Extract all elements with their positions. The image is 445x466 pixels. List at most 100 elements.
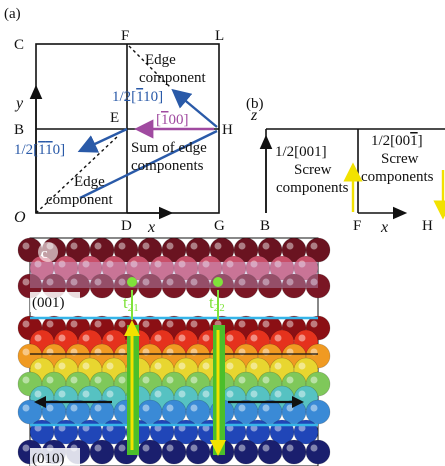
atom-highlight — [142, 278, 150, 286]
atom — [305, 439, 331, 465]
vector-down-arrow — [77, 127, 128, 153]
atom — [161, 439, 187, 465]
label-t22: t22 — [209, 293, 225, 314]
atom-highlight — [238, 320, 246, 328]
axis-x-label: x — [147, 219, 155, 236]
label-sum-1: Sum of edge — [131, 140, 207, 156]
vector-down-line — [79, 129, 218, 200]
atom-highlight — [166, 376, 174, 384]
screw-right-line-2: components — [361, 169, 434, 185]
atom-highlight — [262, 242, 270, 250]
atom-highlight — [238, 404, 246, 412]
atom-highlight — [262, 376, 270, 384]
panel-b-point-B: B — [260, 218, 270, 234]
atom-highlight — [166, 404, 174, 412]
atom-highlight — [286, 404, 294, 412]
atom-highlight — [94, 242, 102, 250]
label-t21: t21 — [123, 293, 139, 314]
atom-highlight — [250, 362, 258, 370]
plane-top-bg — [30, 292, 80, 312]
atom-highlight — [178, 334, 186, 342]
panel-b-axis-x-label: x — [380, 219, 388, 236]
atom-highlight — [70, 278, 78, 286]
point-F: F — [121, 28, 129, 44]
atom-highlight — [226, 390, 234, 398]
atom-highlight — [82, 260, 90, 268]
label-sum-2: components — [131, 158, 204, 174]
arrowhead-left — [34, 396, 46, 408]
atom — [305, 273, 331, 299]
atom-highlight — [106, 362, 114, 370]
point-O: O — [14, 209, 26, 226]
atom — [293, 255, 319, 281]
screw-left-vector: 1/2[001] — [275, 144, 327, 160]
point-L: L — [215, 28, 224, 44]
atom-highlight — [310, 444, 318, 452]
atom-highlight — [154, 390, 162, 398]
atom — [137, 439, 163, 465]
atom-highlight — [250, 260, 258, 268]
atom-highlight — [238, 278, 246, 286]
atom — [89, 439, 115, 465]
atom-highlight — [202, 362, 210, 370]
atom-highlight — [154, 334, 162, 342]
atom — [185, 439, 211, 465]
atom-highlight — [298, 334, 306, 342]
atom-highlight — [34, 260, 42, 268]
panel-b: (b) z x B F H 1/2[001] Screw components … — [246, 96, 445, 236]
atom-highlight — [214, 242, 222, 250]
atom-highlight — [190, 278, 198, 286]
atom-highlight — [22, 320, 30, 328]
axis-z-label: z — [250, 107, 258, 124]
atom-highlight — [70, 320, 78, 328]
atom-highlight — [118, 278, 126, 286]
atom-highlight — [190, 404, 198, 412]
point-D: D — [121, 218, 132, 234]
atom-highlight — [274, 390, 282, 398]
atom-highlight — [262, 320, 270, 328]
atom-highlight — [190, 376, 198, 384]
atom-highlight — [130, 260, 138, 268]
plane-bottom-label: (010) — [32, 451, 65, 466]
panel-c: c (001) (010) t21 t22 — [17, 237, 331, 466]
screw-left-line-2: components — [276, 180, 349, 196]
label-edge-top-2: component — [139, 70, 206, 86]
atom-highlight — [22, 404, 30, 412]
node-t21 — [127, 277, 137, 287]
point-G: G — [214, 218, 225, 234]
atom — [233, 439, 259, 465]
atom-highlight — [46, 404, 54, 412]
point-H: H — [222, 122, 233, 138]
atom-highlight — [82, 334, 90, 342]
atom — [257, 439, 283, 465]
atom-highlight — [226, 362, 234, 370]
atom-highlight — [166, 320, 174, 328]
atom-highlight — [106, 260, 114, 268]
atom-highlight — [142, 444, 150, 452]
atom-highlight — [274, 260, 282, 268]
label-vector-up: 1/2[110] — [112, 89, 163, 105]
atom-highlight — [118, 404, 126, 412]
atom-highlight — [46, 376, 54, 384]
atom-highlight — [142, 376, 150, 384]
point-E: E — [110, 110, 119, 126]
atom-highlight — [34, 362, 42, 370]
atom-highlight — [250, 334, 258, 342]
atom-highlight — [82, 390, 90, 398]
atom-highlight — [286, 320, 294, 328]
atom-highlight — [142, 320, 150, 328]
atom-highlight — [58, 334, 66, 342]
atom-highlight — [154, 362, 162, 370]
atom-highlight — [22, 444, 30, 452]
arrowhead-right — [292, 396, 304, 408]
atom-highlight — [22, 278, 30, 286]
atom-highlight — [238, 376, 246, 384]
atom-highlight — [310, 404, 318, 412]
atom-highlight — [190, 242, 198, 250]
atom-highlight — [262, 278, 270, 286]
atom-highlight — [94, 320, 102, 328]
atom-highlight — [202, 334, 210, 342]
atom-highlight — [202, 390, 210, 398]
label-edge-top-1: Edge — [145, 52, 176, 68]
atom-highlight — [262, 444, 270, 452]
